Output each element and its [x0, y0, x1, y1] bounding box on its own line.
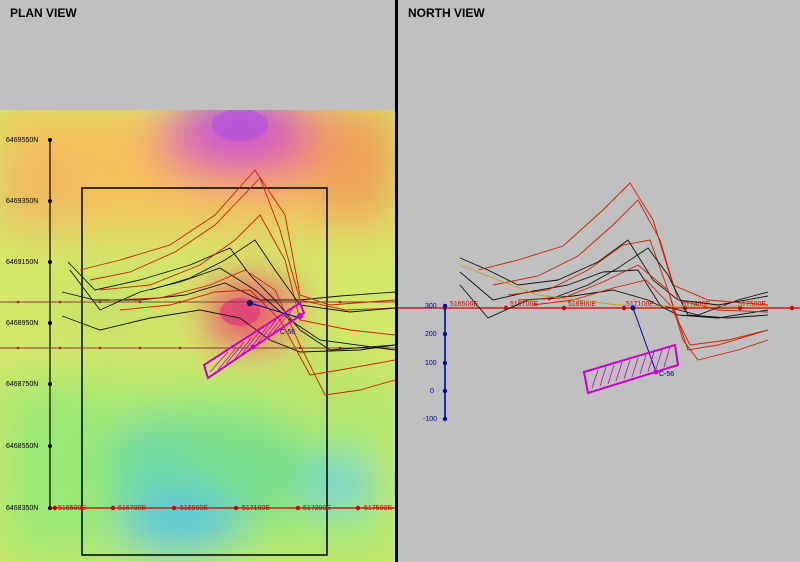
drill-hole-c56[interactable]: C-56 [202, 300, 306, 380]
survey-lines [0, 300, 395, 350]
elevation-axis: 300 200 100 0 -100 [423, 303, 448, 423]
easting-label: 516900E [180, 505, 208, 512]
elevation-label: 200 [425, 331, 437, 338]
magnetic-heatmap [0, 110, 395, 562]
northing-label: 6468550N [6, 443, 38, 450]
easting-label: 517500E [738, 301, 766, 308]
elevation-label: 0 [430, 388, 434, 395]
view-divider[interactable] [395, 0, 398, 562]
northing-label: 6468950N [6, 320, 38, 327]
northing-axis: 6469550N 6469350N 6469150N 6468950N 6468… [6, 137, 52, 512]
easting-label: 517100E [626, 301, 654, 308]
northing-label: 6469550N [6, 137, 38, 144]
easting-label: 517100E [242, 505, 270, 512]
plan-view-panel[interactable]: 6469550N 6469350N 6469150N 6468950N 6468… [0, 0, 395, 562]
elevation-label: -100 [423, 416, 437, 423]
easting-label: 517500E [364, 505, 392, 512]
hole-label: C-56 [280, 329, 295, 336]
easting-axis: 516500E 516700E 516900E 517100E 517300E … [50, 505, 395, 512]
easting-label: 516500E [58, 505, 86, 512]
easting-label: 516700E [118, 505, 146, 512]
northing-label: 6468350N [6, 505, 38, 512]
north-drill-hole-c56[interactable]: C-56 [582, 305, 680, 395]
elevation-label: 300 [425, 303, 437, 310]
northing-label: 6468750N [6, 381, 38, 388]
elevation-label: 100 [425, 360, 437, 367]
plan-view-canvas[interactable]: 6469550N 6469350N 6469150N 6468950N 6468… [0, 0, 395, 562]
north-em-profiles [459, 182, 769, 361]
easting-label: 516900E [568, 301, 596, 308]
em-profiles [61, 169, 395, 396]
survey-area-box [81, 187, 328, 556]
northing-label: 6469150N [6, 259, 38, 266]
easting-label: 516500E [450, 301, 478, 308]
hole-label: C-56 [659, 371, 674, 378]
easting-label: 517300E [303, 505, 331, 512]
plan-view-title: PLAN VIEW [10, 6, 77, 20]
north-view-panel[interactable]: 516500E 516700E 516900E 517100E 517300E … [398, 0, 800, 562]
easting-label: 516700E [510, 301, 538, 308]
north-view-canvas[interactable]: 516500E 516700E 516900E 517100E 517300E … [398, 0, 800, 562]
northing-label: 6469350N [6, 198, 38, 205]
north-view-title: NORTH VIEW [408, 6, 485, 20]
